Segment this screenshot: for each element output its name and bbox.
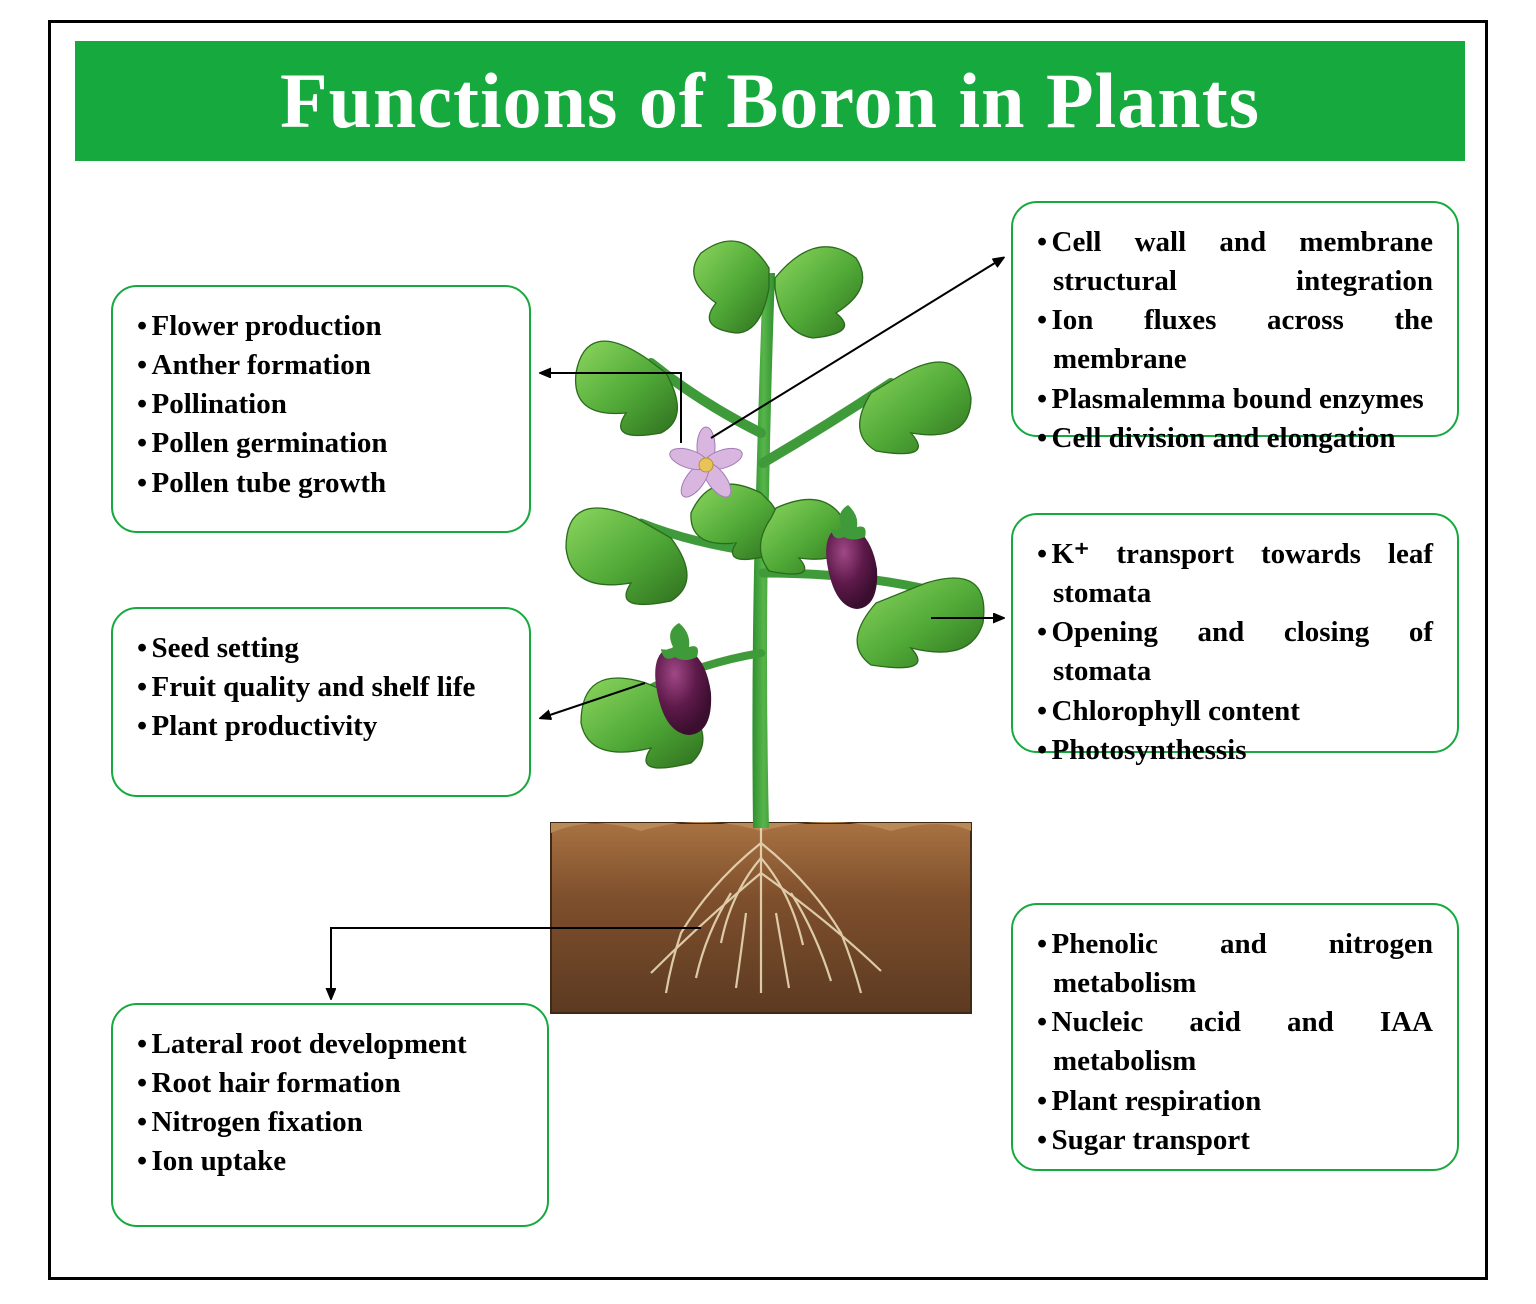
diagram-frame: Functions of Boron in Plants Flower prod… — [48, 20, 1488, 1280]
connectors — [51, 23, 1491, 1283]
